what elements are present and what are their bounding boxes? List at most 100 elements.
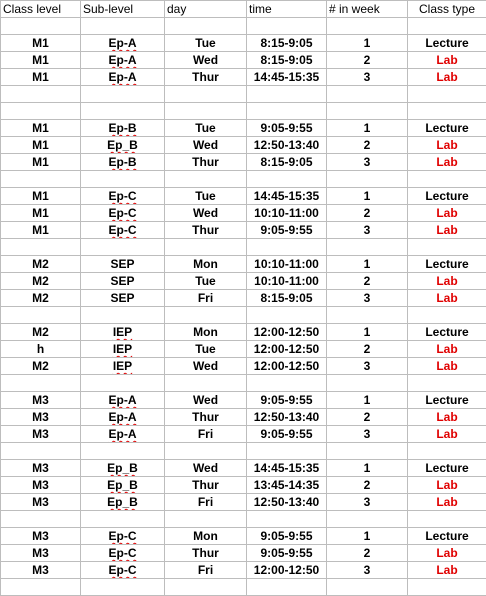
cell-class-level[interactable]: M2 xyxy=(1,290,81,307)
cell-count-in-week[interactable]: 3 xyxy=(327,222,408,239)
empty-cell[interactable] xyxy=(1,307,81,324)
empty-cell[interactable] xyxy=(165,103,247,120)
cell-class-level[interactable]: M3 xyxy=(1,426,81,443)
empty-cell[interactable] xyxy=(1,103,81,120)
cell-class-type[interactable]: Lab xyxy=(408,562,486,579)
cell-class-type[interactable]: Lab xyxy=(408,426,486,443)
cell-time[interactable]: 8:15-9:05 xyxy=(247,35,327,52)
empty-cell[interactable] xyxy=(1,18,81,35)
empty-cell[interactable] xyxy=(81,239,165,256)
empty-cell[interactable] xyxy=(1,375,81,392)
cell-sub-level[interactable]: Ep_B xyxy=(81,477,165,494)
cell-sub-level[interactable]: Ep-A xyxy=(81,409,165,426)
empty-cell[interactable] xyxy=(408,375,486,392)
empty-cell[interactable] xyxy=(327,86,408,103)
cell-time[interactable]: 8:15-9:05 xyxy=(247,154,327,171)
cell-class-type[interactable]: Lecture xyxy=(408,188,486,205)
empty-cell[interactable] xyxy=(165,18,247,35)
cell-class-level[interactable]: M3 xyxy=(1,460,81,477)
empty-cell[interactable] xyxy=(1,579,81,596)
cell-count-in-week[interactable]: 2 xyxy=(327,52,408,69)
cell-count-in-week[interactable]: 1 xyxy=(327,392,408,409)
empty-cell[interactable] xyxy=(81,307,165,324)
cell-time[interactable]: 10:10-11:00 xyxy=(247,256,327,273)
cell-class-level[interactable]: M2 xyxy=(1,273,81,290)
cell-count-in-week[interactable]: 2 xyxy=(327,477,408,494)
empty-cell[interactable] xyxy=(165,511,247,528)
empty-cell[interactable] xyxy=(408,511,486,528)
cell-day[interactable]: Fri xyxy=(165,494,247,511)
cell-count-in-week[interactable]: 2 xyxy=(327,341,408,358)
cell-class-level[interactable]: M2 xyxy=(1,324,81,341)
empty-cell[interactable] xyxy=(327,443,408,460)
cell-class-level[interactable]: M1 xyxy=(1,154,81,171)
cell-class-type[interactable]: Lab xyxy=(408,494,486,511)
empty-cell[interactable] xyxy=(1,511,81,528)
cell-sub-level[interactable]: SEP xyxy=(81,273,165,290)
cell-time[interactable]: 9:05-9:55 xyxy=(247,392,327,409)
empty-cell[interactable] xyxy=(327,375,408,392)
cell-sub-level[interactable]: Ep-C xyxy=(81,222,165,239)
cell-time[interactable]: 14:45-15:35 xyxy=(247,460,327,477)
cell-time[interactable]: 10:10-11:00 xyxy=(247,273,327,290)
header-class-type[interactable]: Class type xyxy=(408,1,486,18)
empty-cell[interactable] xyxy=(247,103,327,120)
empty-cell[interactable] xyxy=(408,307,486,324)
cell-count-in-week[interactable]: 2 xyxy=(327,409,408,426)
cell-time[interactable]: 13:45-14:35 xyxy=(247,477,327,494)
empty-cell[interactable] xyxy=(327,18,408,35)
cell-class-type[interactable]: Lecture xyxy=(408,392,486,409)
empty-cell[interactable] xyxy=(327,579,408,596)
empty-cell[interactable] xyxy=(165,443,247,460)
cell-day[interactable]: Thur xyxy=(165,69,247,86)
cell-class-type[interactable]: Lab xyxy=(408,290,486,307)
empty-cell[interactable] xyxy=(408,443,486,460)
cell-time[interactable]: 12:00-12:50 xyxy=(247,562,327,579)
cell-class-level[interactable]: M3 xyxy=(1,545,81,562)
cell-sub-level[interactable]: Ep_B xyxy=(81,494,165,511)
cell-sub-level[interactable]: Ep-C xyxy=(81,205,165,222)
cell-day[interactable]: Wed xyxy=(165,358,247,375)
cell-class-level[interactable]: M2 xyxy=(1,358,81,375)
cell-class-level[interactable]: M1 xyxy=(1,205,81,222)
cell-time[interactable]: 12:50-13:40 xyxy=(247,137,327,154)
cell-sub-level[interactable]: Ep-A xyxy=(81,35,165,52)
cell-sub-level[interactable]: Ep-A xyxy=(81,69,165,86)
empty-cell[interactable] xyxy=(247,443,327,460)
cell-day[interactable]: Fri xyxy=(165,290,247,307)
cell-class-level[interactable]: M1 xyxy=(1,69,81,86)
cell-count-in-week[interactable]: 1 xyxy=(327,528,408,545)
cell-class-level[interactable]: M2 xyxy=(1,256,81,273)
cell-sub-level[interactable]: Ep-C xyxy=(81,188,165,205)
empty-cell[interactable] xyxy=(247,375,327,392)
cell-day[interactable]: Wed xyxy=(165,205,247,222)
cell-class-type[interactable]: Lab xyxy=(408,545,486,562)
cell-count-in-week[interactable]: 3 xyxy=(327,358,408,375)
cell-class-level[interactable]: M1 xyxy=(1,222,81,239)
cell-count-in-week[interactable]: 1 xyxy=(327,324,408,341)
cell-count-in-week[interactable]: 2 xyxy=(327,545,408,562)
cell-count-in-week[interactable]: 3 xyxy=(327,562,408,579)
cell-class-type[interactable]: Lab xyxy=(408,154,486,171)
cell-class-level[interactable]: M1 xyxy=(1,137,81,154)
empty-cell[interactable] xyxy=(1,86,81,103)
cell-count-in-week[interactable]: 3 xyxy=(327,426,408,443)
cell-class-type[interactable]: Lab xyxy=(408,222,486,239)
empty-cell[interactable] xyxy=(327,239,408,256)
empty-cell[interactable] xyxy=(327,171,408,188)
cell-class-type[interactable]: Lab xyxy=(408,52,486,69)
empty-cell[interactable] xyxy=(247,171,327,188)
cell-class-type[interactable]: Lab xyxy=(408,409,486,426)
empty-cell[interactable] xyxy=(1,239,81,256)
cell-day[interactable]: Mon xyxy=(165,256,247,273)
empty-cell[interactable] xyxy=(81,171,165,188)
cell-class-type[interactable]: Lab xyxy=(408,69,486,86)
cell-day[interactable]: Fri xyxy=(165,562,247,579)
cell-sub-level[interactable]: Ep-B xyxy=(81,154,165,171)
header-count-in-week[interactable]: # in week xyxy=(327,1,408,18)
empty-cell[interactable] xyxy=(327,307,408,324)
cell-class-type[interactable]: Lecture xyxy=(408,256,486,273)
cell-day[interactable]: Wed xyxy=(165,137,247,154)
cell-day[interactable]: Tue xyxy=(165,341,247,358)
cell-sub-level[interactable]: SEP xyxy=(81,290,165,307)
